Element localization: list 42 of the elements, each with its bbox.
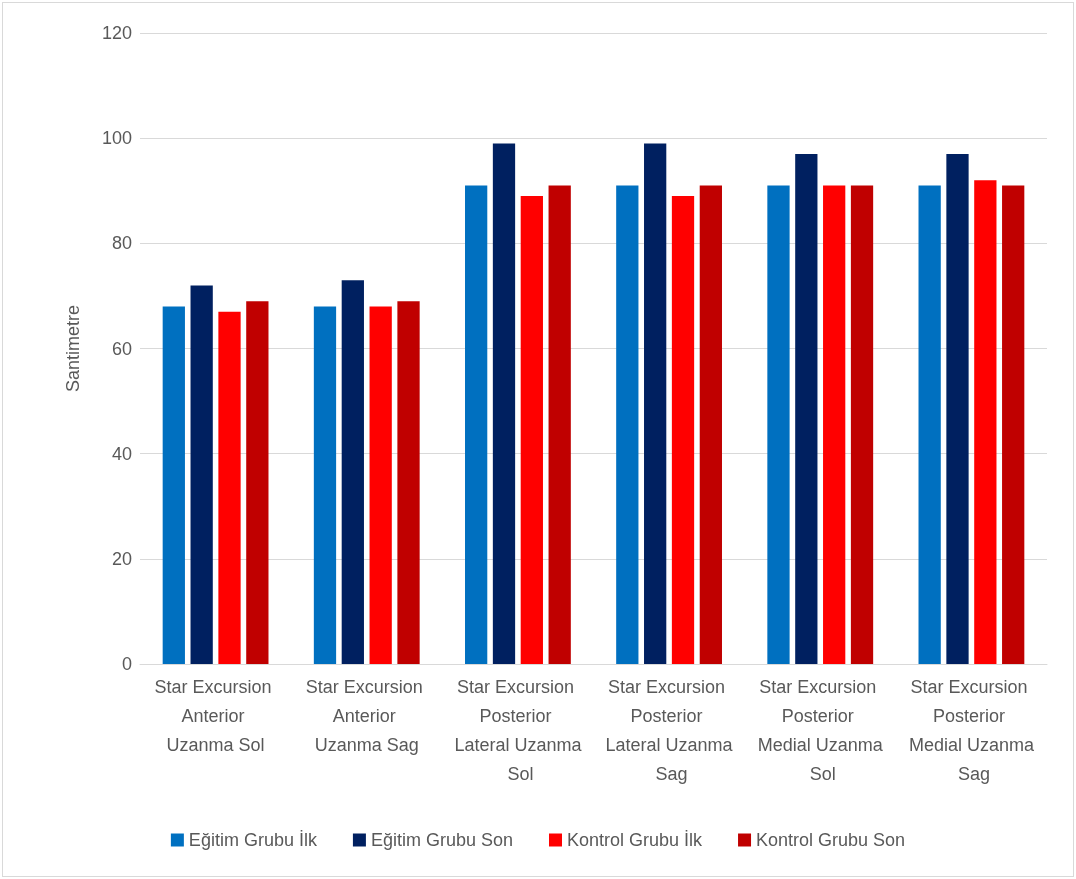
y-tick-label: 100 — [101, 128, 132, 149]
bar — [341, 280, 364, 664]
bar — [492, 143, 516, 664]
bar — [850, 185, 874, 664]
x-tick-label: Star Excursion Anterior Uzanma Sag — [305, 676, 428, 755]
bar — [974, 180, 997, 664]
x-tick-label: Star Excursion Posterior Lateral Uzanma Sag — [605, 676, 734, 784]
bar — [918, 185, 941, 664]
bar — [823, 185, 846, 664]
bar — [313, 306, 337, 664]
bar — [520, 196, 543, 664]
bar — [246, 301, 269, 664]
x-tick-label: Star Excursion Posterior Medial Uzanma Sag — [908, 676, 1035, 784]
bar — [190, 285, 213, 664]
legend-label: Eğitim Grubu İlk — [188, 830, 318, 850]
y-tick-label: 20 — [111, 548, 132, 569]
y-tick-label: 80 — [111, 233, 132, 254]
bar — [616, 185, 639, 664]
legend-label: Kontrol Grubu Son — [756, 830, 906, 850]
bar — [218, 311, 241, 664]
bar — [671, 196, 695, 664]
bar — [795, 153, 818, 664]
x-tick-label: Star Excursion Posterior Lateral Uzanma Sol — [454, 676, 583, 784]
bar — [699, 185, 722, 664]
y-tick-label: 0 — [121, 654, 132, 674]
bar — [767, 185, 790, 664]
bar — [397, 301, 420, 664]
bar — [162, 306, 185, 664]
bar — [465, 185, 488, 664]
x-tick-label: Star Excursion Posterior Medial Uzanma Sol — [757, 676, 884, 784]
bar — [946, 153, 969, 664]
y-tick-label: 60 — [111, 338, 132, 359]
bar — [548, 185, 571, 664]
bar — [644, 143, 667, 664]
y-axis-title: Santimetre — [63, 304, 83, 393]
y-tick-label: 40 — [111, 443, 132, 464]
bar — [1002, 185, 1025, 664]
bar — [369, 306, 392, 664]
x-tick-label: Star Excursion Anterior Uzanma Sol — [154, 676, 277, 755]
legend-label: Eğitim Grubu Son — [370, 830, 513, 850]
y-tick-label: 120 — [101, 23, 132, 43]
legend-label: Kontrol Grubu İlk — [566, 830, 704, 850]
